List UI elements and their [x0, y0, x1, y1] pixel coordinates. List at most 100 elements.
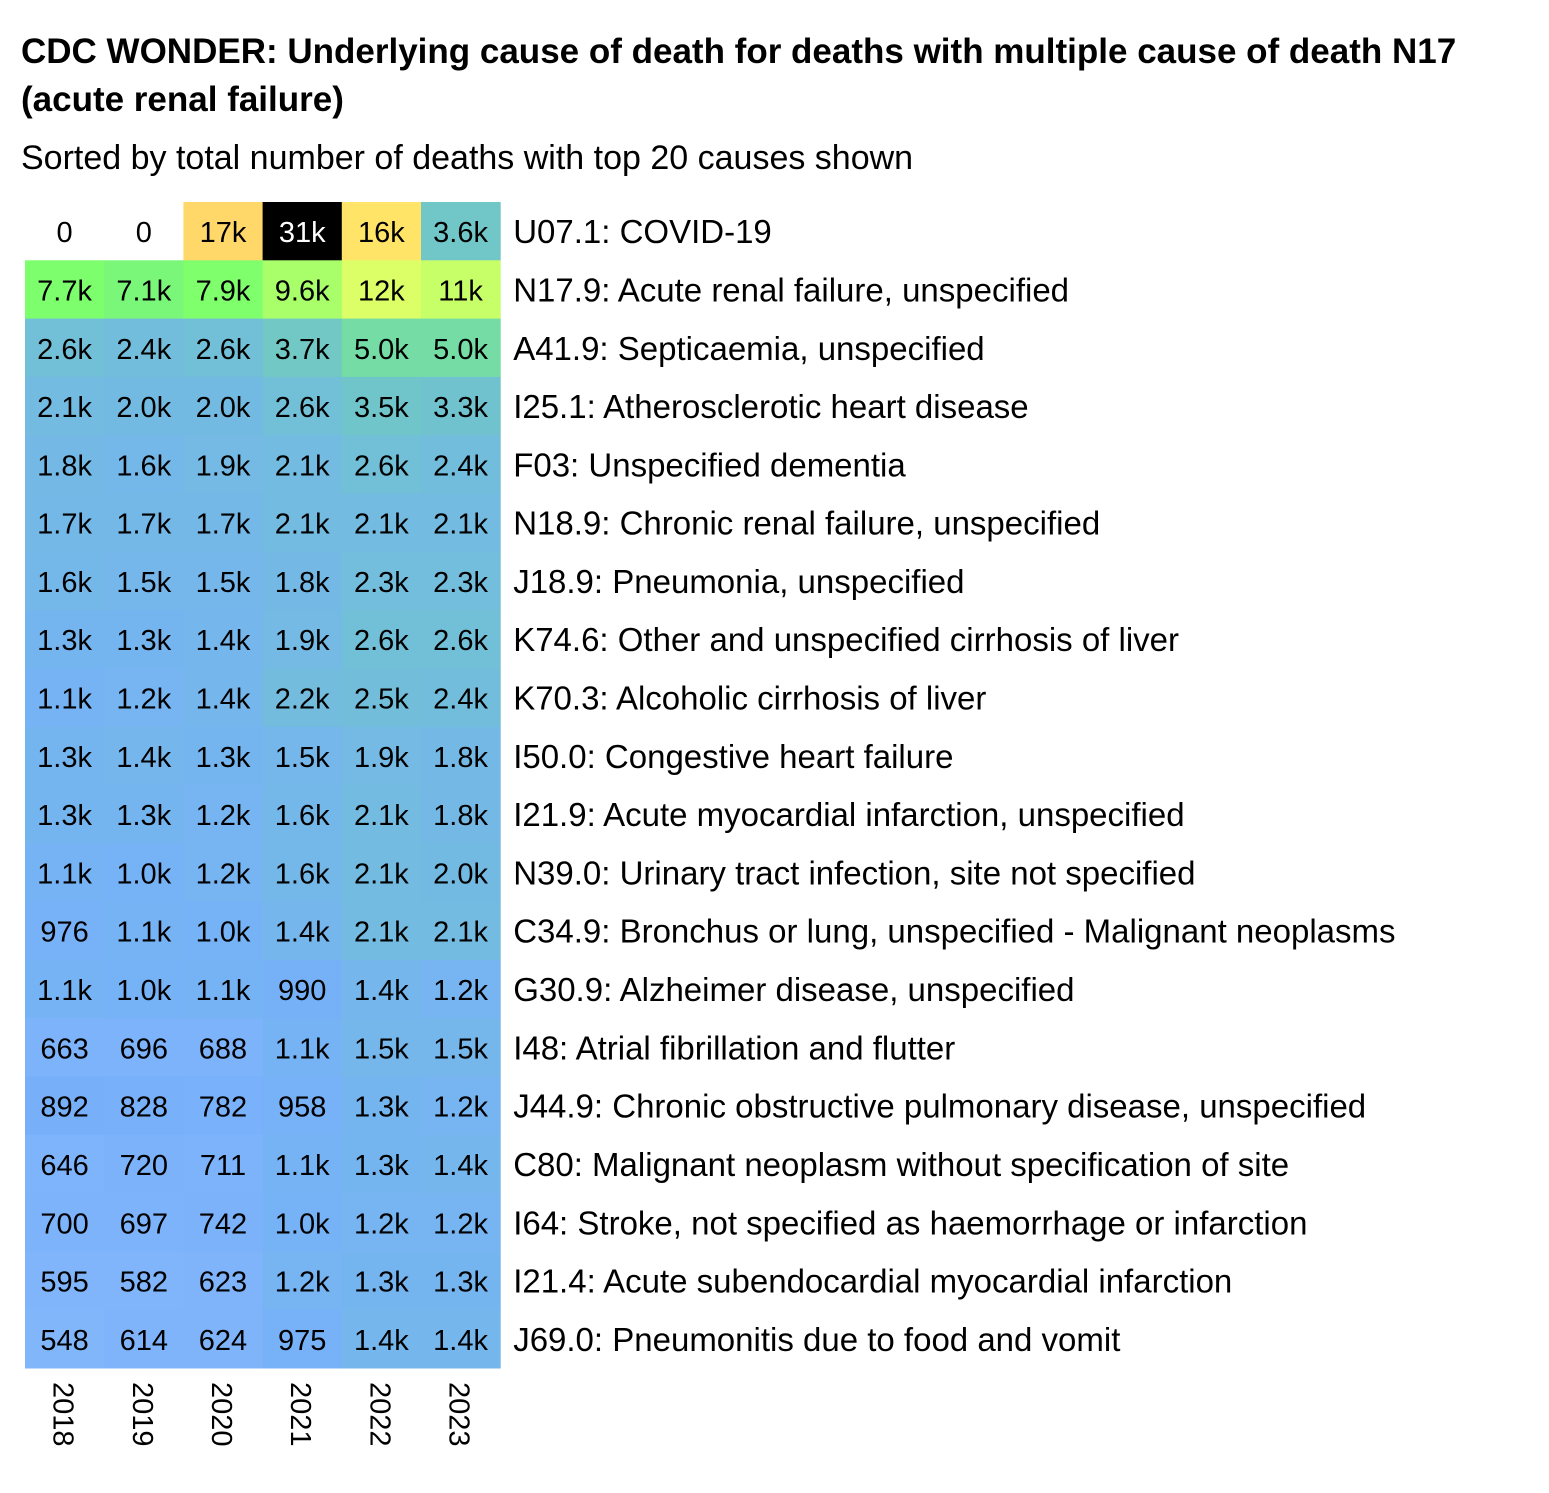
heatmap-cell: [104, 1076, 184, 1136]
cell-value-label: 1.1k: [116, 917, 171, 949]
cell-value-label: 7.9k: [196, 275, 251, 307]
heatmap-cell: [25, 959, 105, 1019]
heatmap-cell: [341, 843, 422, 903]
heatmap-cell: [183, 1251, 264, 1311]
cell-value-label: 623: [199, 1267, 247, 1299]
heatmap-cell: [25, 785, 105, 844]
heatmap-cell: [262, 435, 343, 494]
cell-value-label: 976: [40, 917, 88, 949]
cell-value-label: 2.4k: [433, 450, 488, 482]
cell-value-label: 1.4k: [196, 625, 251, 657]
cell-value-label: 16k: [358, 217, 405, 249]
heatmap-cell: [421, 1076, 501, 1136]
heatmap-cell: [104, 726, 184, 786]
cell-value-label: 2.6k: [433, 625, 488, 657]
cell-value-label: 614: [120, 1325, 168, 1357]
cell-value-label: 1.4k: [354, 975, 409, 1007]
cell-value-label: 1.2k: [433, 975, 488, 1007]
cell-value-label: 2.5k: [354, 684, 409, 716]
cell-value-label: 700: [40, 1208, 88, 1240]
heatmap-cell: [262, 1134, 343, 1194]
heatmap-cell: [341, 1251, 422, 1311]
heatmap-cell: [262, 376, 343, 436]
x-tick-label: 2019: [126, 1382, 158, 1447]
cell-value-label: 1.2k: [275, 1267, 330, 1299]
heatmap-cell: [183, 785, 264, 844]
cell-value-label: 7.7k: [37, 275, 92, 307]
heatmap-cell: [341, 1018, 422, 1077]
heatmap-cell: [262, 318, 343, 378]
row-label: K74.6: Other and unspecified cirrhosis o…: [513, 621, 1179, 658]
heatmap-cell: [183, 901, 264, 961]
heatmap-cell: [262, 610, 343, 669]
cell-value-label: 2.1k: [433, 917, 488, 949]
heatmap-cell: [104, 1018, 184, 1077]
cell-value-label: 2.0k: [196, 392, 251, 424]
heatmap-cell: [25, 435, 105, 494]
cell-value-label: 696: [120, 1033, 168, 1065]
heatmap-cell: [421, 202, 501, 261]
cell-value-label: 1.5k: [433, 1033, 488, 1065]
heatmap-cell: [421, 610, 501, 669]
row-label: I48: Atrial fibrillation and flutter: [513, 1029, 955, 1066]
cell-value-label: 1.8k: [37, 450, 92, 482]
heatmap-cell: [421, 318, 501, 378]
cell-value-label: 1.4k: [433, 1325, 488, 1357]
cell-value-label: 7.1k: [116, 275, 171, 307]
heatmap-cell: [421, 260, 501, 320]
row-label: I50.0: Congestive heart failure: [513, 738, 953, 775]
cell-value-label: 31k: [279, 217, 326, 249]
heatmap-cell: [104, 493, 184, 553]
heatmap-cell: [25, 901, 105, 961]
row-label: J69.0: Pneumonitis due to food and vomit: [513, 1321, 1120, 1358]
cell-value-label: 720: [120, 1150, 168, 1182]
heatmap-cell: [341, 493, 422, 553]
cell-value-label: 1.2k: [116, 684, 171, 716]
cell-value-label: 1.4k: [196, 684, 251, 716]
cell-value-label: 1.8k: [275, 567, 330, 599]
heatmap-cell: [341, 1193, 422, 1252]
heatmap-cell: [341, 376, 422, 436]
row-label: N18.9: Chronic renal failure, unspecifie…: [513, 505, 1100, 542]
cell-value-label: 2.1k: [275, 450, 330, 482]
heatmap-cell: [183, 1134, 264, 1194]
heatmap-cell: [104, 1193, 184, 1252]
heatmap-cell: [262, 1193, 343, 1252]
heatmap-cell: [341, 1309, 422, 1369]
cell-value-label: 2.2k: [275, 684, 330, 716]
cell-value-label: 1.3k: [354, 1267, 409, 1299]
row-label: U07.1: COVID-19: [513, 213, 772, 250]
heatmap-cell: [341, 202, 422, 261]
cell-value-label: 1.8k: [433, 800, 488, 832]
cell-value-label: 1.3k: [354, 1150, 409, 1182]
heatmap-cell: [25, 376, 105, 436]
cell-value-label: 1.3k: [116, 625, 171, 657]
cell-value-label: 1.3k: [196, 742, 251, 774]
row-label: C80: Malignant neoplasm without specific…: [513, 1146, 1289, 1183]
cell-value-label: 1.2k: [354, 1208, 409, 1240]
heatmap-cell: [421, 551, 501, 611]
heatmap-cell: [421, 435, 501, 494]
cell-value-label: 2.6k: [275, 392, 330, 424]
heatmap-cell: [25, 843, 105, 903]
heatmap-cell: [421, 1309, 501, 1369]
cell-value-label: 782: [199, 1092, 247, 1124]
cell-value-label: 1.0k: [196, 917, 251, 949]
cell-value-label: 1.4k: [275, 917, 330, 949]
cell-value-label: 1.2k: [196, 858, 251, 890]
cell-value-label: 1.1k: [37, 858, 92, 890]
heatmap-cell: [262, 1251, 343, 1311]
heatmap-cell: [104, 901, 184, 961]
cell-value-label: 1.2k: [196, 800, 251, 832]
heatmap-cell: [421, 959, 501, 1019]
cell-value-label: 663: [40, 1033, 88, 1065]
cell-value-label: 9.6k: [275, 275, 330, 307]
cell-value-label: 548: [40, 1325, 88, 1357]
row-label: F03: Unspecified dementia: [513, 446, 906, 483]
heatmap-cell: [183, 959, 264, 1019]
cell-value-label: 2.3k: [354, 567, 409, 599]
heatmap-cell: [183, 493, 264, 553]
heatmap-cell: [183, 726, 264, 786]
row-label: J44.9: Chronic obstructive pulmonary dis…: [513, 1088, 1366, 1125]
